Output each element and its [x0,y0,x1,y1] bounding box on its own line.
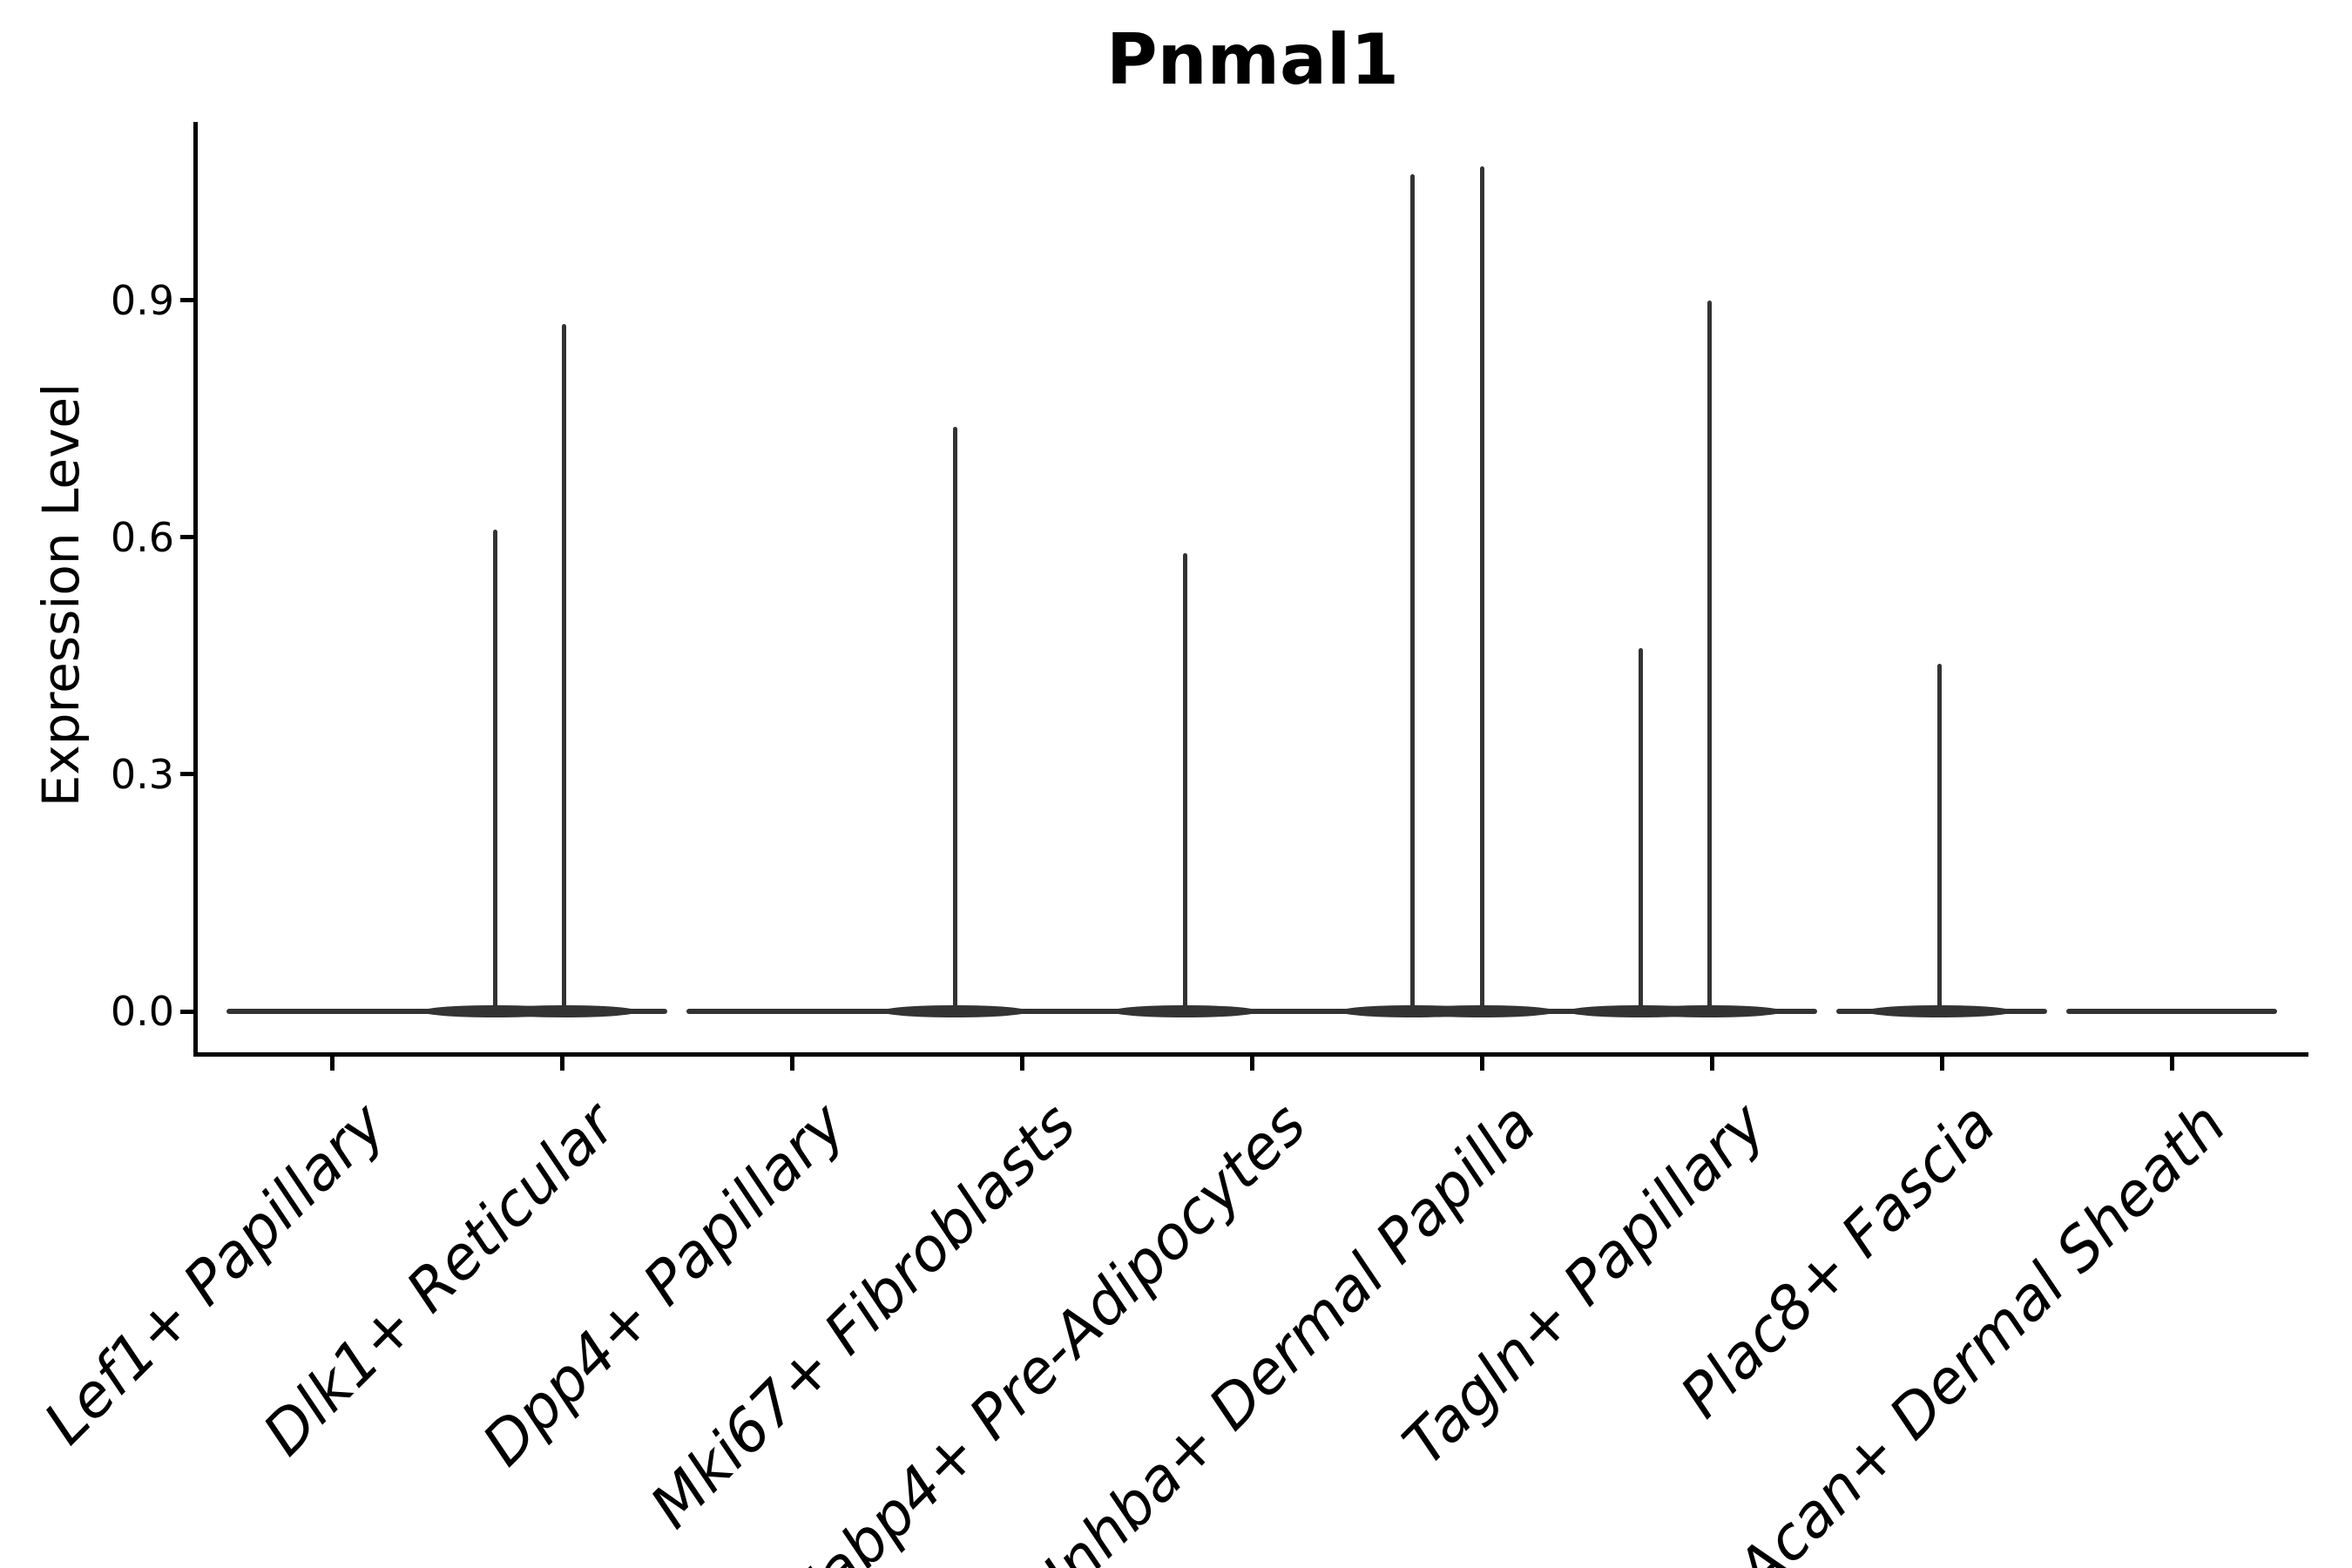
bottom-axis-spine [193,1052,2308,1057]
violin-base-bump [1865,1005,2014,1017]
violin-base [686,1009,897,1014]
x-tick-mark [1019,1057,1024,1071]
y-tick-label: 0.9 [110,276,174,324]
violin-base-bump [1111,1005,1260,1017]
y-tick-mark [180,772,193,777]
left-axis-spine [193,122,198,1057]
x-tick-mark [1939,1057,1944,1071]
violin-spike [492,529,497,1011]
x-tick-mark [1479,1057,1484,1071]
violin-base-bump [1635,1005,1784,1017]
violin-spike [1182,553,1187,1011]
violin-spike [1707,300,1712,1011]
x-tick-mark [1709,1057,1714,1071]
y-tick-label: 0.0 [110,988,174,1035]
y-tick-label: 0.3 [110,750,174,798]
violin-base-bump [1408,1005,1556,1017]
x-tick-mark [789,1057,794,1071]
y-tick-mark [180,1009,193,1014]
y-tick-mark [180,298,193,303]
violin-base [226,1009,437,1014]
y-tick-label: 0.6 [110,513,174,561]
violin-spike [952,427,957,1011]
violin-spike [1638,647,1643,1011]
x-tick-mark [2169,1057,2174,1071]
violin-base-bump [490,1005,639,1017]
x-tick-mark [329,1057,335,1071]
y-axis-label: Expression Level [31,382,91,808]
x-tick-mark [1249,1057,1254,1071]
violin-spike [1410,173,1416,1011]
x-tick-label: Mki67+ Fibroblasts [637,1090,1090,1542]
violin-spike [1479,166,1484,1011]
violin-base [2066,1009,2277,1014]
y-tick-mark [180,535,193,540]
plot-title: Pnmal1 [1105,19,1400,100]
violin-spike [562,324,567,1011]
violin-spike [1936,664,1942,1011]
violin-base-bump [881,1005,1030,1017]
x-tick-mark [559,1057,564,1071]
